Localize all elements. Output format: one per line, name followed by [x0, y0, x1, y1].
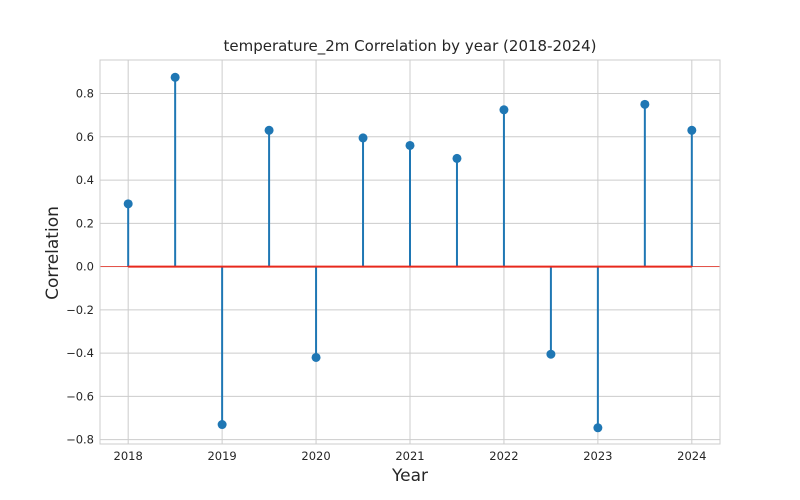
plot-area	[100, 72, 720, 433]
chart-title: temperature_2m Correlation by year (2018…	[223, 37, 596, 56]
x-tick-label: 2019	[207, 449, 236, 463]
x-tick-labels: 2018 2019 2020 2021 2022 2023 2024	[114, 449, 707, 463]
y-tick-label: −0.2	[66, 303, 94, 317]
stem-marker	[687, 125, 697, 135]
y-tick-label: 0.8	[76, 87, 94, 101]
stem-marker	[593, 423, 603, 433]
stem-marker	[452, 153, 462, 163]
x-tick-label: 2024	[677, 449, 706, 463]
x-tick-label: 2023	[583, 449, 612, 463]
stem-marker	[170, 72, 180, 82]
x-tick-label: 2022	[489, 449, 518, 463]
y-axis-label: Correlation	[43, 206, 63, 300]
stem-marker	[499, 105, 509, 115]
x-tick-label: 2021	[395, 449, 424, 463]
stem-marker	[264, 125, 274, 135]
x-tick-label: 2018	[114, 449, 143, 463]
stem-marker	[311, 352, 321, 362]
x-tick-label: 2020	[301, 449, 330, 463]
stem-marker	[405, 140, 415, 150]
stem-marker	[123, 199, 133, 209]
stem-marker	[640, 99, 650, 109]
y-tick-label: 0.2	[76, 216, 94, 230]
y-tick-labels: −0.8 −0.6 −0.4 −0.2 0.0 0.2 0.4 0.6 0.8	[66, 87, 94, 447]
stem-marker	[217, 420, 227, 430]
y-tick-label: 0.4	[76, 173, 94, 187]
y-tick-label: −0.8	[66, 433, 94, 447]
plot-frame	[99, 59, 721, 445]
stem-marker	[546, 349, 556, 359]
stem-marker	[358, 133, 368, 143]
y-tick-label: −0.6	[66, 389, 94, 403]
y-tick-label: −0.4	[66, 346, 94, 360]
y-tick-label: 0.0	[76, 260, 94, 274]
x-axis-label: Year	[391, 466, 428, 486]
y-tick-label: 0.6	[76, 130, 94, 144]
